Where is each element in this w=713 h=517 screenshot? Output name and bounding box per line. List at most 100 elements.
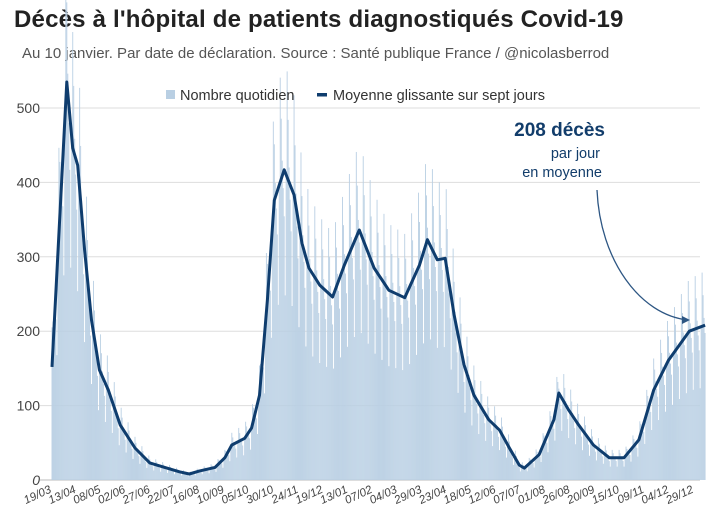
daily-bar — [149, 459, 151, 480]
daily-bar — [365, 259, 367, 480]
daily-bar — [330, 285, 332, 480]
daily-bar — [518, 467, 520, 480]
daily-bar — [590, 429, 592, 480]
daily-bar — [461, 348, 463, 480]
daily-bar — [396, 294, 398, 480]
daily-bar — [476, 404, 478, 480]
daily-bar — [697, 335, 699, 480]
daily-bar — [315, 238, 317, 480]
daily-bar — [611, 449, 613, 480]
daily-bar — [661, 352, 663, 480]
daily-bar — [107, 371, 109, 480]
daily-bar — [64, 119, 66, 480]
daily-bar — [409, 364, 411, 480]
daily-bar — [645, 416, 647, 480]
daily-bar — [226, 452, 228, 480]
daily-bar — [597, 438, 599, 480]
daily-bar — [513, 456, 515, 480]
daily-bar — [97, 410, 99, 480]
daily-bar — [585, 425, 586, 480]
daily-bar — [261, 365, 262, 480]
daily-bar — [588, 444, 589, 480]
daily-bar — [266, 263, 268, 480]
daily-bar — [222, 467, 224, 480]
daily-bar — [389, 290, 391, 480]
daily-bar — [613, 456, 615, 480]
daily-bar — [317, 291, 319, 480]
daily-bar — [356, 185, 358, 480]
daily-bar — [673, 353, 674, 480]
daily-bar — [263, 393, 265, 480]
daily-bar — [311, 303, 313, 480]
annotation: 208 décès par jour en moyenne — [514, 120, 690, 324]
daily-bar — [175, 470, 176, 480]
daily-bar — [521, 462, 523, 480]
daily-bar — [662, 366, 664, 480]
daily-bar — [398, 257, 400, 480]
daily-bar — [79, 87, 81, 480]
daily-bar — [612, 453, 614, 480]
daily-bar — [160, 471, 162, 480]
daily-bar — [434, 266, 436, 480]
daily-bar — [578, 413, 580, 480]
daily-bar — [562, 399, 564, 480]
daily-bar — [445, 189, 447, 480]
daily-bar — [452, 248, 454, 480]
daily-bar — [547, 452, 549, 480]
daily-bar — [446, 229, 448, 480]
daily-bar — [623, 466, 625, 480]
daily-bar — [595, 460, 597, 480]
daily-bar — [254, 412, 255, 480]
daily-bar — [108, 388, 110, 480]
daily-bar — [212, 467, 214, 480]
daily-bar — [96, 357, 97, 480]
daily-bar — [602, 463, 604, 480]
daily-bar — [624, 456, 626, 480]
daily-bar — [503, 435, 504, 480]
daily-bar — [533, 467, 535, 480]
daily-bar — [565, 401, 567, 480]
daily-bar — [270, 337, 272, 480]
daily-bar — [172, 470, 173, 480]
daily-bar — [285, 174, 287, 480]
daily-bar — [324, 299, 326, 480]
daily-bar — [52, 321, 54, 480]
daily-bar — [552, 424, 554, 480]
daily-bar — [668, 336, 669, 480]
daily-bar — [358, 242, 360, 480]
daily-bar — [77, 291, 79, 480]
daily-bar — [540, 462, 542, 480]
daily-bar — [174, 474, 175, 480]
daily-bar — [220, 462, 222, 480]
daily-bar — [544, 438, 546, 480]
daily-bar — [316, 270, 318, 480]
daily-bar — [120, 407, 122, 480]
daily-bar — [439, 215, 441, 481]
daily-bar — [449, 318, 451, 480]
daily-bar — [82, 238, 84, 480]
daily-bar — [386, 296, 388, 480]
daily-bar — [154, 464, 156, 480]
daily-bar — [607, 458, 609, 480]
daily-bar — [648, 402, 650, 480]
daily-bar — [694, 276, 696, 480]
daily-bar — [144, 459, 146, 480]
daily-bar — [391, 254, 393, 480]
daily-bar — [402, 370, 404, 480]
daily-bar — [399, 286, 401, 480]
daily-bar — [261, 365, 263, 480]
daily-bar — [283, 216, 285, 481]
y-tick-label: 0 — [32, 472, 40, 488]
daily-bar — [626, 448, 628, 480]
daily-bar — [384, 245, 386, 480]
daily-bar — [557, 381, 559, 480]
daily-bar — [243, 455, 245, 480]
daily-bar — [457, 392, 459, 480]
daily-bar — [314, 206, 316, 480]
daily-bar — [652, 393, 654, 480]
daily-bar — [504, 441, 505, 480]
daily-bar — [176, 467, 177, 480]
chart-title: Décès à l'hôpital de patients diagnostiq… — [14, 6, 624, 33]
daily-bar — [360, 333, 362, 480]
daily-bar — [115, 409, 117, 480]
